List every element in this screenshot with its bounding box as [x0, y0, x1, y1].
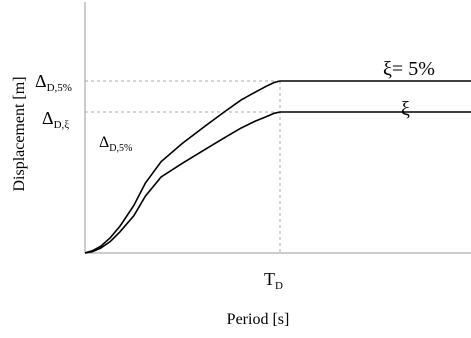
annotation-d5: ΔD,5%: [99, 134, 132, 154]
y-tick-label-dxi: ΔD,ξ: [42, 108, 69, 131]
series-label-xi-5: ξ= 5%: [383, 58, 435, 80]
y-axis-title: Displacement [m]: [11, 76, 28, 191]
series-label-xi: ξ: [401, 98, 410, 120]
x-tick-label-td: TD: [264, 269, 283, 292]
y-tick-label-d5: ΔD,5%: [35, 71, 72, 94]
series-line-xi: [84, 111, 471, 254]
series-line-xi-5: [84, 80, 471, 254]
x-axis-title: Period [s]: [227, 311, 290, 328]
